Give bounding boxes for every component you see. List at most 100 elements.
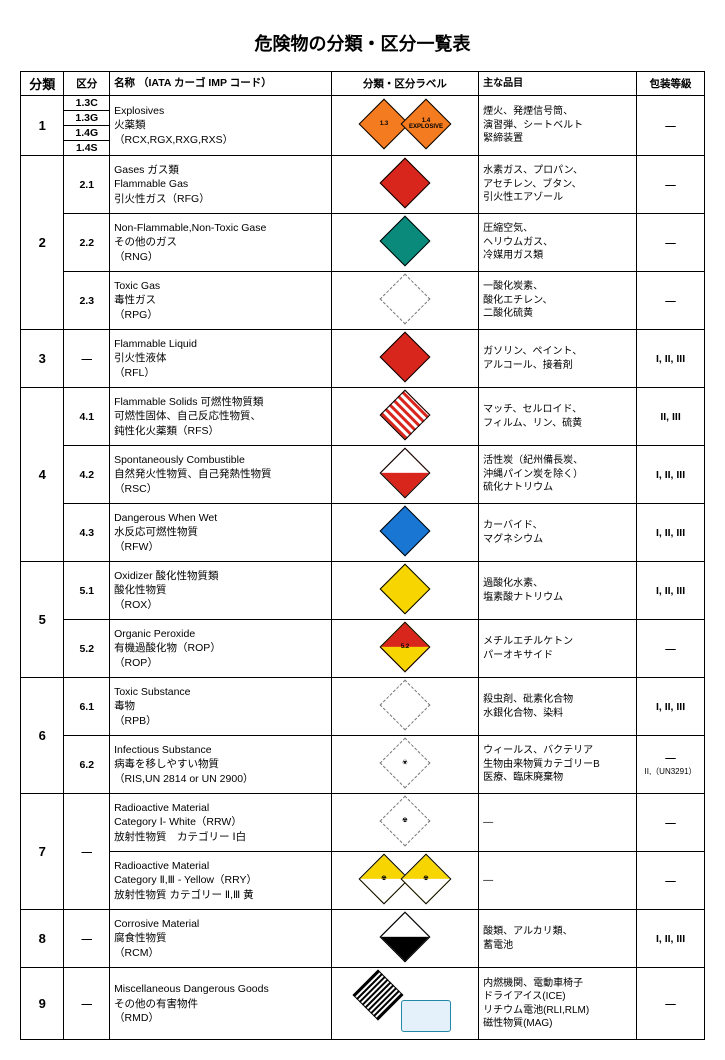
category-cell: 4 [21, 388, 64, 562]
category-cell: 5 [21, 562, 64, 678]
table-row: 4.3Dangerous When Wet水反応可燃性物質（RFW） カーバイド… [21, 504, 705, 562]
hazard-label-icon [379, 274, 430, 325]
hazard-label-icon: ☢ [379, 796, 430, 847]
table-row: 3—Flammable Liquid引火性液体（RFL） ガソリン、ペイント、ア… [21, 330, 705, 388]
hazard-label-icon [379, 390, 430, 441]
name-cell: Toxic Substance毒物（RPB） [110, 678, 332, 736]
items-cell: カーバイド、マグネシウム [479, 504, 637, 562]
name-cell: Non-Flammable,Non-Toxic Gaseその他のガス（RNG） [110, 214, 332, 272]
packing-cell: II, III [637, 388, 705, 446]
name-cell: Flammable Solids 可燃性物質類可燃性固体、自己反応性物質、鈍性化… [110, 388, 332, 446]
name-cell: Organic Peroxide有機過酸化物（ROP）（ROP） [110, 620, 332, 678]
name-cell: Toxic Gas毒性ガス（RPG） [110, 272, 332, 330]
label-cell [331, 214, 478, 272]
label-cell [331, 446, 478, 504]
items-cell: 一酸化炭素、酸化エチレン、二酸化硫黄 [479, 272, 637, 330]
hdr-packing: 包装等級 [637, 72, 705, 96]
table-row: Radioactive MaterialCategory Ⅱ,Ⅲ - Yello… [21, 852, 705, 910]
table-row: 2.2Non-Flammable,Non-Toxic Gaseその他のガス（RN… [21, 214, 705, 272]
label-cell: ☢ ☢ [331, 852, 478, 910]
items-cell: 煙火、発煙信号筒、演習弾、シートベルト緊締装置 [479, 96, 637, 156]
items-cell: — [479, 852, 637, 910]
label-cell [331, 678, 478, 736]
table-row: 8—Corrosive Material腐食性物質（RCM） 酸類、アルカリ類、… [21, 910, 705, 968]
name-cell: Radioactive MaterialCategory Ⅰ- White（RR… [110, 794, 332, 852]
division-cell: 6.1 [64, 678, 110, 736]
table-row: 7—Radioactive MaterialCategory Ⅰ- White（… [21, 794, 705, 852]
division-cell: 4.2 [64, 446, 110, 504]
category-cell: 9 [21, 968, 64, 1040]
hazard-label-icon: ☢ [400, 854, 451, 905]
name-cell: Radioactive MaterialCategory Ⅱ,Ⅲ - Yello… [110, 852, 332, 910]
name-cell: Oxidizer 酸化性物質類酸化性物質（ROX） [110, 562, 332, 620]
division-cell: 1.4S [64, 141, 110, 156]
label-cell [331, 504, 478, 562]
hdr-name: 名称 （IATA カーゴ IMP コード） [110, 72, 332, 96]
hazmat-table: 分類 区分 名称 （IATA カーゴ IMP コード） 分類・区分ラベル 主な品… [20, 71, 705, 1040]
packing-cell: — [637, 214, 705, 272]
division-cell: 4.1 [64, 388, 110, 446]
division-cell: 4.3 [64, 504, 110, 562]
hazard-label-icon [379, 216, 430, 267]
division-cell: — [64, 968, 110, 1040]
label-cell [331, 562, 478, 620]
misc-label-icon [401, 1000, 451, 1032]
header-row: 分類 区分 名称 （IATA カーゴ IMP コード） 分類・区分ラベル 主な品… [21, 72, 705, 96]
items-cell: 殺虫剤、砒素化合物水銀化合物、染料 [479, 678, 637, 736]
division-cell: — [64, 330, 110, 388]
hazard-label-icon [352, 970, 403, 1021]
packing-cell: I, II, III [637, 562, 705, 620]
division-cell: 6.2 [64, 736, 110, 794]
hazard-label-icon: 1.4EXPLOSIVE [400, 99, 451, 150]
table-row: 55.1Oxidizer 酸化性物質類酸化性物質（ROX） 過酸化水素、塩素酸ナ… [21, 562, 705, 620]
label-cell [331, 968, 478, 1040]
name-cell: Miscellaneous Dangerous Goodsその他の有害物件（RM… [110, 968, 332, 1040]
label-cell: ☣ [331, 736, 478, 794]
division-cell: 2.3 [64, 272, 110, 330]
label-cell: 5.2 [331, 620, 478, 678]
name-cell: Gases ガス類Flammable Gas引火性ガス（RFG） [110, 156, 332, 214]
label-cell [331, 388, 478, 446]
hazard-label-icon [379, 564, 430, 615]
packing-cell: — [637, 620, 705, 678]
label-cell [331, 272, 478, 330]
division-cell: — [64, 910, 110, 968]
division-cell: 1.3C [64, 96, 110, 111]
hdr-items: 主な品目 [479, 72, 637, 96]
table-row: 5.2Organic Peroxide有機過酸化物（ROP）（ROP） 5.2メ… [21, 620, 705, 678]
items-cell: ガソリン、ペイント、アルコール、接着剤 [479, 330, 637, 388]
table-row: 2.3Toxic Gas毒性ガス（RPG） 一酸化炭素、酸化エチレン、二酸化硫黄… [21, 272, 705, 330]
name-cell: Infectious Substance病毒を移しやすい物質（RIS,UN 28… [110, 736, 332, 794]
division-cell: 2.2 [64, 214, 110, 272]
category-cell: 3 [21, 330, 64, 388]
packing-cell: — [637, 794, 705, 852]
items-cell: 圧縮空気、ヘリウムガス、冷媒用ガス類 [479, 214, 637, 272]
name-cell: Explosives火薬類（RCX,RGX,RXG,RXS） [110, 96, 332, 156]
division-cell: 5.2 [64, 620, 110, 678]
packing-cell: I, II, III [637, 910, 705, 968]
hazard-label-icon [379, 506, 430, 557]
table-row: 9—Miscellaneous Dangerous Goodsその他の有害物件（… [21, 968, 705, 1040]
label-cell [331, 910, 478, 968]
category-cell: 8 [21, 910, 64, 968]
page-title: 危険物の分類・区分一覧表 [20, 30, 705, 56]
name-cell: Flammable Liquid引火性液体（RFL） [110, 330, 332, 388]
name-cell: Dangerous When Wet水反応可燃性物質（RFW） [110, 504, 332, 562]
division-cell: 1.3G [64, 111, 110, 126]
category-cell: 6 [21, 678, 64, 794]
division-cell: — [64, 794, 110, 910]
table-row: 22.1Gases ガス類Flammable Gas引火性ガス（RFG） 水素ガ… [21, 156, 705, 214]
packing-cell: I, II, III [637, 330, 705, 388]
category-cell: 7 [21, 794, 64, 910]
hazard-label-icon [379, 680, 430, 731]
label-cell [331, 156, 478, 214]
packing-cell: —II,（UN3291） [637, 736, 705, 794]
hdr-division: 区分 [64, 72, 110, 96]
items-cell: ウィールス、バクテリア生物由来物質カテゴリーB医療、臨床廃棄物 [479, 736, 637, 794]
items-cell: 内燃機関、電動車椅子ドライアイス(ICE)リチウム電池(RLI,RLM)磁性物質… [479, 968, 637, 1040]
hazard-label-icon [379, 158, 430, 209]
label-cell: 1.3 1.4EXPLOSIVE [331, 96, 478, 156]
packing-cell: — [637, 968, 705, 1040]
items-cell: メチルエチルケトンパーオキサイド [479, 620, 637, 678]
packing-cell: I, II, III [637, 446, 705, 504]
